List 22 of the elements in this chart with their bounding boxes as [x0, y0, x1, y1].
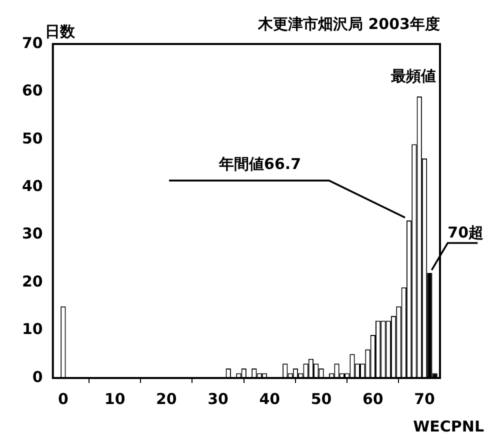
- x-axis-title: WECPNL: [413, 417, 484, 436]
- x-tick-label: 0: [58, 390, 68, 408]
- y-tick-label: 70: [22, 34, 43, 52]
- x-tick-label: 10: [104, 390, 126, 408]
- chart-title: 木更津市畑沢局 2003年度: [257, 14, 440, 33]
- y-tick-label: 30: [22, 224, 43, 243]
- y-tick-label: 10: [22, 320, 43, 338]
- x-tick-label: 50: [310, 390, 332, 408]
- annotation: 最頻値: [390, 66, 436, 85]
- x-tick-label: 70: [414, 390, 435, 408]
- x-tick-label: 20: [156, 390, 177, 408]
- y-tick-label: 20: [22, 272, 43, 290]
- y-axis-title: 日数: [44, 22, 76, 40]
- y-tick-label: 50: [22, 129, 43, 148]
- x-tick-label: 30: [208, 390, 228, 408]
- y-tick-label: 60: [22, 82, 43, 100]
- annotation: 年間値66.7: [218, 154, 302, 173]
- y-tick-label: 0: [32, 368, 43, 386]
- x-tick-label: 60: [362, 390, 384, 408]
- annotation: 70超: [448, 223, 484, 242]
- y-tick-label: 40: [22, 177, 43, 196]
- x-tick-label: 40: [259, 390, 280, 408]
